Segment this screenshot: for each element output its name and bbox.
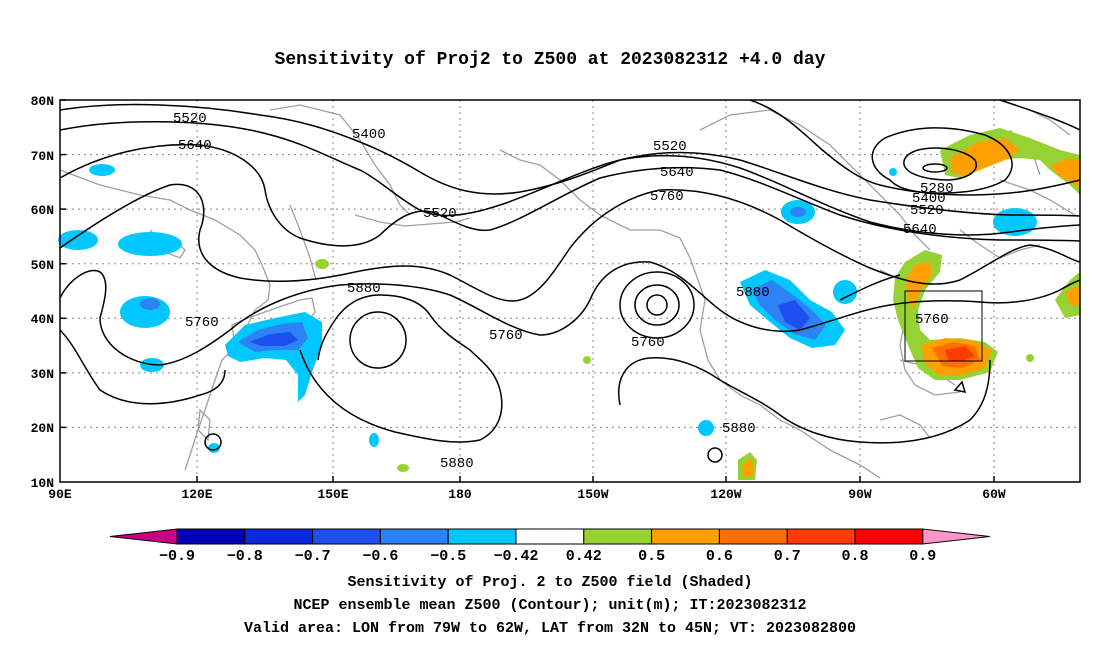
contour-label: 5760 <box>631 335 665 351</box>
colorbar: −0.9 −0.8 −0.7 −0.6 −0.5 −0.42 0.42 0.5 0.6 0.7 0.… <box>109 528 990 565</box>
lat-label-40n: 40N <box>31 312 54 327</box>
colorbar-swatch <box>786 528 856 545</box>
contour-label: 5520 <box>653 139 687 155</box>
lat-label-50n: 50N <box>31 258 54 273</box>
colorbar-swatch <box>244 528 314 545</box>
lon-label-60w: 60W <box>982 487 1006 502</box>
lat-label-80n: 80N <box>31 94 54 109</box>
contour-label: 5880 <box>736 285 770 301</box>
colorbar-label: −0.6 <box>362 548 398 565</box>
colorbar-label: −0.42 <box>493 548 538 565</box>
contour-label: 5880 <box>347 281 381 297</box>
contour-label: 5520 <box>173 111 207 127</box>
contour-label: 5760 <box>185 315 219 331</box>
lon-label-150w: 150W <box>577 487 608 502</box>
coastlines <box>59 104 1076 479</box>
lon-label-90w: 90W <box>848 487 872 502</box>
colorbar-label: 0.7 <box>774 548 801 565</box>
contour-label: 5520 <box>910 203 944 219</box>
contour-label: 5400 <box>912 191 946 207</box>
z500-contours <box>59 99 1081 463</box>
caption-valid-area: Valid area: LON from 79W to 62W, LAT fro… <box>243 620 857 637</box>
graticule <box>60 100 1080 482</box>
contour-label: 5640 <box>660 165 694 181</box>
latitude-labels: 80N 70N 60N 50N 40N 30N 20N 10N <box>31 94 54 491</box>
lat-label-30n: 30N <box>31 367 54 382</box>
lat-label-20n: 20N <box>31 421 54 436</box>
colorbar-swatch <box>854 528 924 545</box>
lon-label-180: 180 <box>448 487 472 502</box>
negative-sensitivity-patches <box>58 164 1037 453</box>
colorbar-label: 0.42 <box>566 548 602 565</box>
contour-label: 5640 <box>178 138 212 154</box>
colorbar-label: −0.9 <box>159 548 195 565</box>
colorbar-label: −0.5 <box>430 548 466 565</box>
colorbar-swatch <box>718 528 788 545</box>
lon-label-120e: 120E <box>181 487 212 502</box>
colorbar-label: −0.7 <box>295 548 331 565</box>
contour-label: 5520 <box>423 206 457 222</box>
axis-ticks <box>60 99 995 482</box>
lat-label-60n: 60N <box>31 203 54 218</box>
longitude-labels: 90E 120E 150E 180 150W 120W 90W 60W <box>48 487 1006 502</box>
contour-labels: 5520 5640 5400 5520 5880 5760 5760 5880 … <box>173 111 954 472</box>
colorbar-swatch <box>379 528 449 545</box>
colorbar-label: 0.5 <box>638 548 665 565</box>
contour-label: 5880 <box>722 421 756 437</box>
colorbar-low-extend <box>109 528 178 545</box>
lat-label-70n: 70N <box>31 149 54 164</box>
colorbar-swatch <box>312 528 381 545</box>
valid-area-box <box>904 290 983 362</box>
contour-label: 5760 <box>915 312 949 328</box>
colorbar-label: −0.8 <box>227 548 263 565</box>
colorbar-label: 0.9 <box>909 548 936 565</box>
contour-label: 5760 <box>489 328 523 344</box>
map-title: Sensitivity of Proj2 to Z500 at 20230823… <box>274 50 826 70</box>
caption-shading: Sensitivity of Proj. 2 to Z500 field (Sh… <box>347 574 753 591</box>
colorbar-label: 0.6 <box>706 548 733 565</box>
colorbar-label: 0.8 <box>841 548 868 565</box>
contour-label: 5400 <box>352 127 386 143</box>
colorbar-swatch <box>515 528 585 545</box>
colorbar-swatch <box>583 528 653 545</box>
lon-label-90e: 90E <box>48 487 72 502</box>
map-frame <box>59 99 1081 483</box>
contour-label: 5760 <box>650 189 684 205</box>
positive-sensitivity-patches <box>315 128 1080 480</box>
lat-label-10n: 10N <box>31 476 54 491</box>
contour-label: 5280 <box>920 181 954 197</box>
colorbar-swatch <box>447 528 517 545</box>
lon-label-120w: 120W <box>710 487 741 502</box>
colorbar-high-extend <box>922 528 990 545</box>
caption-contour: NCEP ensemble mean Z500 (Contour); unit(… <box>293 597 807 614</box>
contour-label: 5640 <box>903 222 937 238</box>
contour-label: 5880 <box>440 456 474 472</box>
colorbar-swatch <box>176 528 246 545</box>
lon-label-150e: 150E <box>317 487 348 502</box>
colorbar-swatch <box>651 528 720 545</box>
